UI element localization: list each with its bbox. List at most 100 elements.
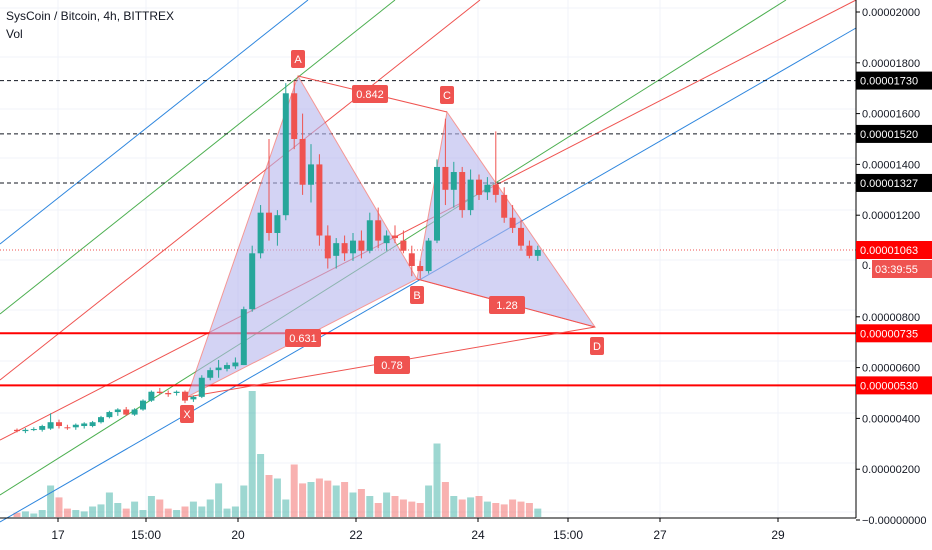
time-tick-label: 15:00 — [131, 528, 161, 542]
price-tick-label: 0.00000600 — [862, 363, 920, 375]
candle-body — [89, 422, 96, 427]
candle-body — [249, 253, 256, 310]
volume-bar — [458, 499, 466, 517]
volume-bar — [425, 485, 433, 517]
volume-bar — [240, 485, 248, 517]
candle-body — [350, 240, 356, 254]
volume-bar — [475, 496, 483, 517]
candle-body — [324, 235, 331, 259]
volume-bar — [80, 511, 88, 517]
time-tick-label: 20 — [231, 528, 245, 542]
candle-body — [156, 391, 163, 393]
price-label-badge — [856, 240, 932, 259]
candle-body — [140, 400, 146, 410]
price-label: 0.00001327 — [860, 178, 918, 190]
candle-body — [450, 172, 457, 190]
volume-bar — [349, 492, 357, 517]
volume-bar — [30, 513, 38, 517]
candle-body — [534, 249, 541, 256]
ratio-badge — [374, 356, 410, 374]
price-label-badge — [856, 376, 932, 395]
candle-body — [333, 243, 340, 256]
volume-bar — [324, 480, 332, 517]
candle-body — [341, 243, 348, 254]
volume-bar — [257, 454, 265, 517]
volume-bar — [290, 464, 298, 517]
level-lines — [0, 80, 856, 387]
volume-bar — [181, 506, 189, 517]
volume-bar — [399, 499, 407, 517]
volume-bar — [408, 501, 416, 517]
pattern-point-x-label: X — [183, 409, 191, 421]
pattern-point-labels: X A B C D 0.631 0.842 1.28 0.78 — [180, 50, 604, 423]
volume-bar — [231, 506, 239, 517]
harmonic-pattern — [186, 74, 597, 399]
candle-body — [72, 424, 79, 428]
volume-bar — [383, 492, 391, 517]
candle-body — [434, 166, 440, 241]
volume-bar — [391, 496, 399, 517]
candle-body — [375, 220, 382, 241]
candle-body — [291, 93, 298, 139]
symbol-title: SysCoin / Bitcoin, 4h, BITTREX — [6, 9, 175, 23]
volume-bar — [173, 510, 181, 517]
candle-body — [106, 412, 113, 418]
volume-bar — [282, 499, 290, 517]
candle-body — [492, 184, 499, 195]
candle-body — [358, 240, 365, 251]
volume-bar — [97, 504, 105, 517]
candle-body — [274, 215, 281, 233]
volume-bar — [492, 503, 500, 517]
candle-body — [417, 266, 424, 272]
volume-bar — [315, 478, 323, 517]
time-tick-label: 17 — [51, 528, 65, 542]
volume-bar — [122, 508, 130, 517]
candle-body — [30, 429, 37, 431]
candles — [14, 80, 541, 434]
volume-bar — [433, 443, 441, 517]
price-label: 0.00001520 — [860, 129, 918, 141]
price-label: 0.00001063 — [860, 245, 918, 257]
time-tick-label: 24 — [471, 528, 485, 542]
candle-body — [366, 220, 373, 251]
volume-bar — [147, 496, 155, 517]
candle-body — [408, 253, 415, 266]
candle-body — [257, 212, 264, 254]
pattern-point-x-badge — [180, 405, 194, 423]
price-label-badge — [856, 173, 932, 192]
volume-bar — [223, 508, 231, 517]
candle-body — [526, 245, 533, 256]
candle-body — [316, 164, 323, 236]
price-tick-label: 0.00000200 — [862, 464, 920, 476]
volume-bar — [273, 478, 281, 517]
price-tick-label: 0.00000400 — [862, 413, 920, 425]
price-tick-label: 0.00001600 — [862, 109, 920, 121]
volume-bar — [441, 482, 449, 517]
candle-body — [39, 426, 46, 430]
candle-body — [509, 217, 516, 228]
price-label: 0.00000735 — [860, 328, 918, 340]
ratio-badge — [489, 296, 525, 314]
volume-bar — [366, 496, 374, 517]
volume-bar — [131, 501, 139, 517]
volume-bar — [38, 510, 46, 517]
volume-bar — [299, 483, 307, 517]
volume-bar — [21, 511, 29, 517]
volume-bar — [517, 501, 525, 517]
ratio-label: 0.631 — [289, 333, 317, 345]
pattern-point-b-badge — [410, 286, 424, 304]
candle-body — [165, 393, 172, 395]
volume-bar — [332, 485, 340, 517]
candle-body — [240, 309, 247, 366]
channel-line — [0, 0, 309, 245]
price-label: 0.00000530 — [860, 380, 918, 392]
candle-body — [518, 227, 524, 246]
time-axis: 17 15:00 20 22 24 15:00 27 29 — [0, 517, 856, 542]
candle-body — [14, 429, 20, 432]
volume-bar — [416, 503, 424, 517]
pattern-point-c-badge — [440, 86, 454, 104]
ratio-badge — [285, 329, 321, 347]
pattern-point-c-label: C — [443, 90, 451, 102]
